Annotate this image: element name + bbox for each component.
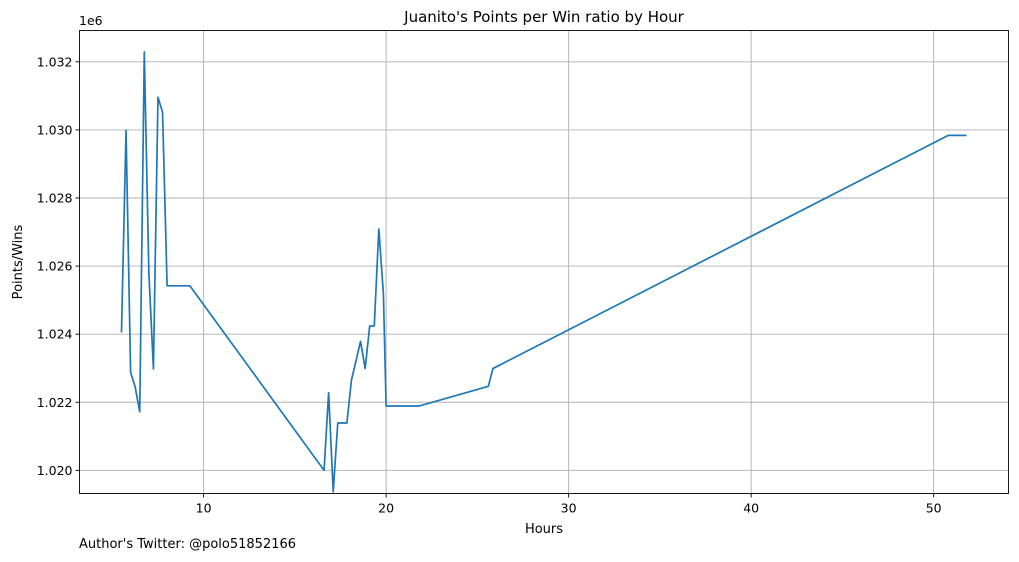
- y-tick-label: 1.028: [37, 190, 73, 205]
- y-tick-label: 1.030: [37, 122, 73, 137]
- x-axis-label: Hours: [525, 522, 563, 537]
- x-tick-label: 30: [561, 501, 577, 516]
- y-offset-label: 1e6: [79, 13, 103, 28]
- series-line: [120, 51, 967, 493]
- x-tick-label: 10: [196, 501, 212, 516]
- chart-title: Juanito's Points per Win ratio by Hour: [403, 8, 685, 26]
- ticks: 10 20 30 40 50 1.020 1.022 1.024 1.026 1.028 1.030…: [37, 54, 942, 515]
- series-layer: [120, 51, 967, 493]
- x-tick-label: 20: [378, 501, 394, 516]
- y-tick-label: 1.024: [37, 327, 73, 342]
- y-tick-label: 1.032: [37, 54, 73, 69]
- grid: [79, 30, 1009, 494]
- x-tick-label: 50: [926, 501, 942, 516]
- y-tick-label: 1.020: [37, 463, 73, 478]
- x-tick-label: 40: [743, 501, 759, 516]
- y-axis-label: Points/Wins: [11, 224, 26, 299]
- author-footnote: Author's Twitter: @polo51852166: [79, 537, 297, 552]
- y-tick-label: 1.022: [37, 395, 73, 410]
- plot-frame: [79, 30, 1009, 494]
- y-tick-label: 1.026: [37, 259, 73, 274]
